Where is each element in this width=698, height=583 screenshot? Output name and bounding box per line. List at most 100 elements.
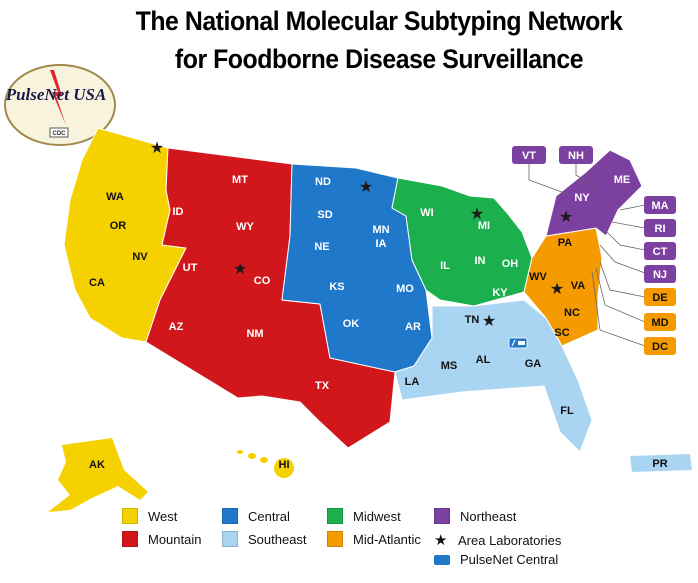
legend-northeast: Northeast [434,508,516,524]
state-label-id: ID [173,206,184,218]
state-label-mn: MN [372,224,389,236]
state-label-va: VA [571,280,586,292]
pulsenet-logo: PulseNet USA CDC [4,64,116,146]
region-alaska [48,438,148,512]
callout-ct: CT [644,242,676,260]
title-line-1: The National Molecular Subtyping Network [135,6,623,36]
swatch-orange-icon [327,531,343,547]
legend-label: Midwest [353,508,401,524]
state-label-wy: WY [236,221,254,233]
star-icon-tn: ★ [482,313,496,330]
legend-pulsenet-central: PulseNet Central [434,552,558,567]
state-label-pr: PR [652,458,667,470]
svg-text:DC: DC [652,341,668,353]
svg-text:NJ: NJ [653,269,667,281]
svg-text:DE: DE [652,292,667,304]
callout-de: DE [644,288,676,306]
legend-label: Mid-Atlantic [353,531,421,547]
star-icon-mi: ★ [470,206,484,223]
state-label-nd: ND [315,176,331,188]
legend-label: Northeast [460,508,517,524]
state-label-al: AL [476,354,491,366]
state-label-in: IN [475,255,486,267]
region-southeast [394,299,593,453]
pulsenet-central-icon [434,554,450,565]
state-label-ne: NE [314,241,329,253]
state-label-hi: HI [279,459,290,471]
pulsenet-central-icon [508,337,528,349]
state-label-ky: KY [492,287,508,299]
swatch-purple-icon [434,508,450,524]
legend-southeast: Southeast [222,531,307,547]
callout-dc: DC [644,337,676,355]
state-label-sd: SD [317,209,332,221]
state-label-il: IL [440,260,450,272]
title-line-2: for Foodborne Disease Surveillance [174,44,584,74]
callout-nj: NJ [644,265,676,283]
svg-text:MD: MD [651,317,668,329]
region-hawaii [237,450,294,478]
state-label-sc: SC [554,327,569,339]
state-label-ia: IA [376,238,387,250]
region-northeast [545,149,643,237]
state-label-ok: OK [343,318,360,330]
state-label-wv: WV [529,271,547,283]
state-label-mo: MO [396,283,414,295]
state-label-ut: UT [183,262,198,274]
cdc-badge: CDC [53,131,67,137]
region-mid-atlantic [523,227,603,347]
state-label-or: OR [110,220,127,232]
state-label-co: CO [254,275,271,287]
callout-ri: RI [644,219,676,237]
callout-ma: MA [644,196,676,214]
state-label-me: ME [614,174,631,186]
callout-md: MD [644,313,676,331]
svg-text:VT: VT [522,150,536,162]
region-puerto-rico [630,454,692,472]
callout-lines [528,163,646,347]
state-label-tx: TX [315,380,330,392]
state-label-fl: FL [560,405,574,417]
swatch-blue-icon [222,508,238,524]
area-laboratories: ★ ★ ★ ★ ★ ★ ★ [150,140,573,330]
state-label-nm: NM [246,328,263,340]
callout-vt: VT [512,146,546,164]
swatch-light-blue-icon [222,531,238,547]
legend-label: Area Laboratories [458,532,562,548]
state-label-wi: WI [420,207,433,219]
star-icon: ★ [434,532,448,549]
legend-area-laboratories: ★ Area Laboratories [434,531,561,549]
legend-label: Mountain [148,531,202,547]
state-label-tn: TN [465,314,480,326]
legend-label: West [148,508,178,524]
legend-central: Central [222,508,290,524]
state-label-ar: AR [405,321,421,333]
state-label-ak: AK [89,459,105,471]
state-label-mt: MT [232,174,248,186]
state-label-az: AZ [169,321,184,333]
state-label-ks: KS [329,281,344,293]
legend-west: West [122,508,177,524]
state-label-nv: NV [132,251,148,263]
state-label-ca: CA [89,277,105,289]
callout-nh: NH [559,146,593,164]
legend-mountain: Mountain [122,531,201,547]
state-label-oh: OH [502,258,519,270]
svg-text:CT: CT [653,246,668,258]
state-label-pa: PA [558,237,573,249]
state-label-la: LA [405,376,420,388]
legend-label: Central [248,508,290,524]
swatch-green-icon [327,508,343,524]
svg-text:NH: NH [568,150,584,162]
state-label-ga: GA [525,358,542,370]
star-icon-co: ★ [233,261,247,278]
state-callouts: VT NH MA RI CT NJ DE MD DC [512,146,676,355]
star-icon-mn: ★ [359,179,373,196]
state-label-ms: MS [441,360,458,372]
swatch-yellow-icon [122,508,138,524]
svg-text:RI: RI [655,223,666,235]
svg-text:MA: MA [651,200,668,212]
legend-midwest: Midwest [327,508,401,524]
